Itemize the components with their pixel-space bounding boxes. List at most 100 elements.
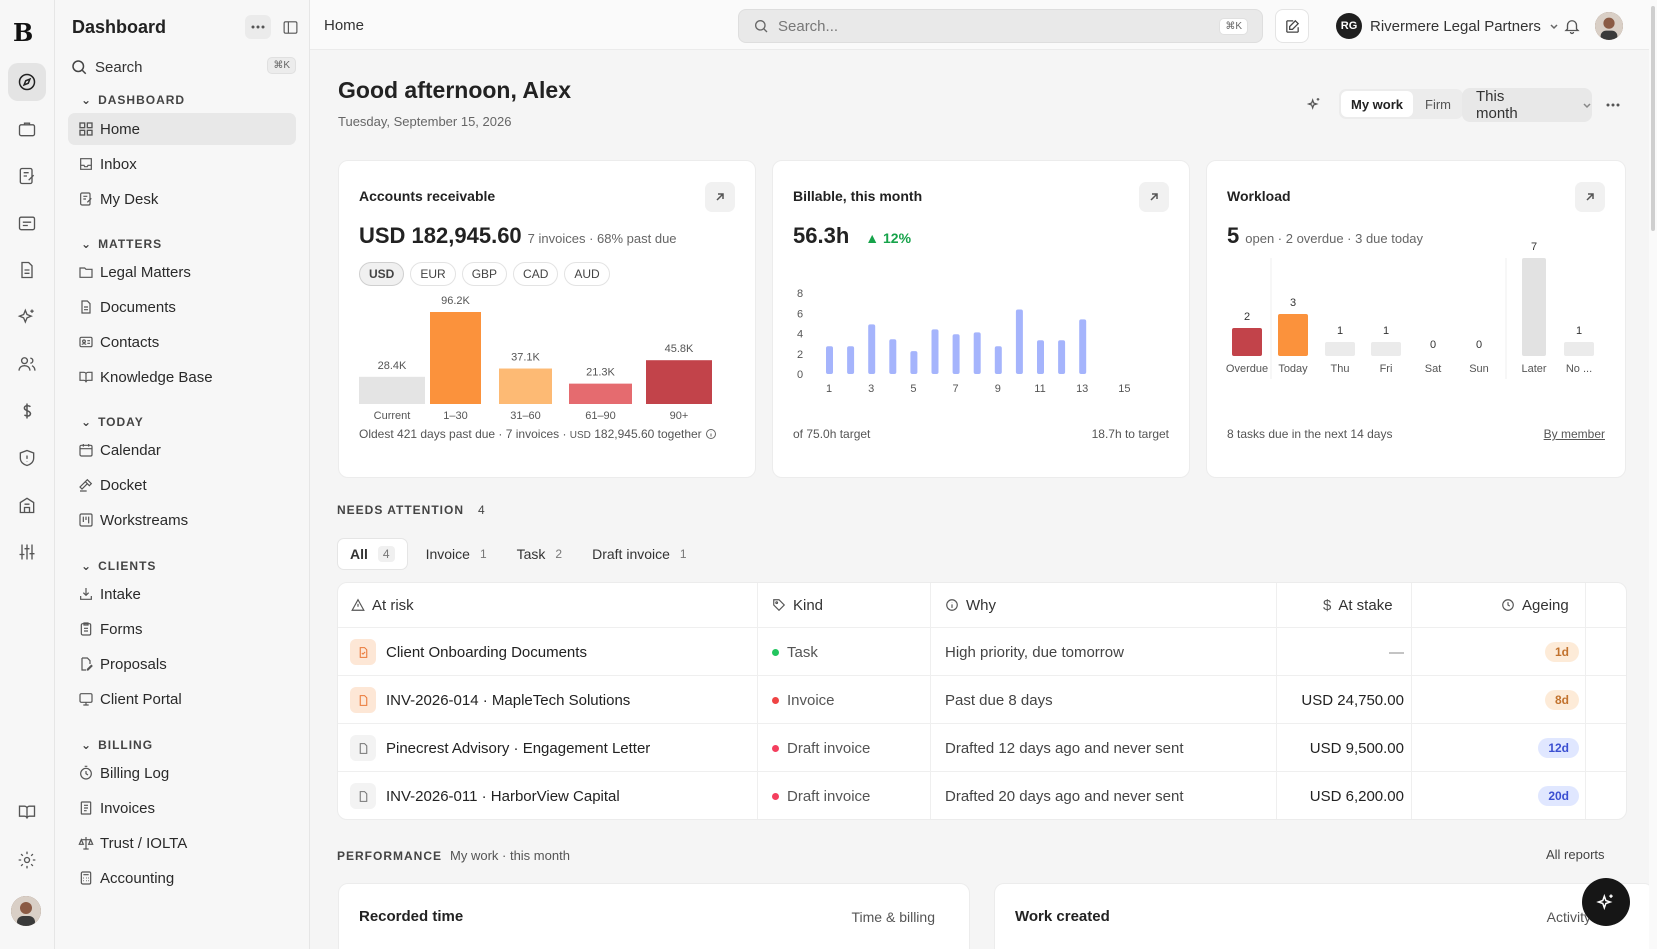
sidebar-item-docket[interactable]: Docket — [68, 469, 296, 501]
open-external-icon[interactable] — [1575, 182, 1605, 212]
billable-bar[interactable] — [994, 346, 1002, 374]
info-icon[interactable] — [705, 428, 717, 440]
sidebar-item-knowledge-base[interactable]: Knowledge Base — [68, 361, 296, 393]
sidebar-item-accounting[interactable]: Accounting — [68, 862, 296, 894]
workload-bar[interactable] — [1325, 342, 1355, 356]
ar-bar[interactable] — [430, 312, 481, 404]
sidebar-item-workstreams[interactable]: Workstreams — [68, 504, 296, 536]
scrollbar[interactable] — [1649, 0, 1657, 949]
sidebar-item-invoices[interactable]: Invoices — [68, 792, 296, 824]
compose-button[interactable] — [1275, 9, 1309, 43]
billable-bar[interactable] — [889, 339, 897, 374]
column-header-at-stake[interactable]: $ At stake — [1323, 583, 1393, 627]
more-icon[interactable] — [1599, 92, 1627, 118]
workload-bar[interactable] — [1522, 258, 1546, 356]
table-row[interactable]: INV-2026-014 · MapleTech Solutions Invoic… — [338, 675, 1626, 724]
tab-draft-invoice[interactable]: Draft invoice 1 — [580, 538, 699, 570]
billable-bar[interactable] — [973, 332, 981, 374]
search-input[interactable]: Search... — [778, 17, 839, 35]
section-dashboard[interactable]: ⌄ DASHBOARD — [81, 93, 185, 107]
workload-bar[interactable] — [1232, 328, 1262, 356]
table-row[interactable]: INV-2026-011 · HarborView Capital Draft i… — [338, 771, 1626, 819]
section-matters[interactable]: ⌄ MATTERS — [81, 237, 162, 251]
briefcase-icon[interactable] — [8, 110, 46, 148]
sidebar-toggle-icon[interactable] — [277, 15, 303, 39]
sidebar-item-calendar[interactable]: Calendar — [68, 434, 296, 466]
sidebar-item-proposals[interactable]: Proposals — [68, 648, 296, 680]
sidebar-item-contacts[interactable]: Contacts — [68, 326, 296, 358]
currency-chip-aud[interactable]: AUD — [564, 262, 610, 286]
time-billing-link[interactable]: Time & billing — [851, 909, 935, 925]
currency-chip-usd[interactable]: USD — [359, 262, 405, 286]
period-select[interactable]: This month — [1462, 88, 1592, 122]
table-row[interactable]: Client Onboarding Documents Task High prio… — [338, 627, 1626, 676]
shield-icon[interactable] — [8, 439, 46, 477]
org-switcher[interactable]: RG Rivermere Legal Partners — [1336, 11, 1559, 41]
open-external-icon[interactable] — [1139, 182, 1169, 212]
by-member-link[interactable]: By member — [1543, 427, 1605, 441]
workload-bar[interactable] — [1564, 342, 1594, 356]
global-search[interactable]: Search... ⌘K — [738, 9, 1263, 43]
user-avatar[interactable] — [1595, 12, 1623, 40]
users-icon[interactable] — [8, 345, 46, 383]
billable-bar[interactable] — [952, 334, 960, 374]
billable-bar[interactable] — [1015, 309, 1023, 374]
section-billing[interactable]: ⌄ BILLING — [81, 738, 153, 752]
sidebar-item-intake[interactable]: Intake — [68, 578, 296, 610]
section-today[interactable]: ⌄ TODAY — [81, 415, 144, 429]
sliders-icon[interactable] — [8, 533, 46, 571]
table-row[interactable]: Pinecrest Advisory · Engagement Letter Dr… — [338, 723, 1626, 772]
billable-bar[interactable] — [1079, 319, 1087, 374]
scope-firm[interactable]: Firm — [1425, 97, 1452, 112]
user-avatar[interactable] — [11, 896, 41, 926]
sparkles-icon[interactable] — [8, 298, 46, 336]
document-icon[interactable] — [8, 251, 46, 289]
breadcrumb[interactable]: Home — [324, 17, 365, 34]
bell-icon[interactable] — [1560, 14, 1584, 38]
scope-my-work[interactable]: My work — [1341, 91, 1414, 117]
app-logo[interactable]: B — [13, 18, 34, 47]
column-header-why[interactable]: Why — [945, 583, 996, 627]
ar-bar[interactable] — [646, 360, 712, 404]
workload-bar[interactable] — [1371, 342, 1401, 356]
billable-bar[interactable] — [868, 324, 876, 374]
row-title-cell[interactable]: INV-2026-011 · HarborView Capital — [350, 772, 620, 819]
open-external-icon[interactable] — [705, 182, 735, 212]
row-title-cell[interactable]: Client Onboarding Documents — [350, 628, 587, 676]
assistant-button[interactable] — [1582, 878, 1630, 926]
currency-chip-cad[interactable]: CAD — [513, 262, 559, 286]
column-header-ageing[interactable]: Ageing — [1501, 583, 1569, 627]
sidebar-item-my-desk[interactable]: My Desk — [68, 183, 296, 215]
sidebar-item-trust[interactable]: Trust / IOLTA — [68, 827, 296, 859]
sidebar-item-documents[interactable]: Documents — [68, 291, 296, 323]
dollar-icon[interactable] — [8, 392, 46, 430]
compass-icon[interactable] — [8, 63, 46, 101]
ar-bar[interactable] — [359, 376, 425, 404]
all-reports-link[interactable]: All reports — [1546, 847, 1605, 862]
sidebar-item-client-portal[interactable]: Client Portal — [68, 683, 296, 715]
scrollbar-thumb[interactable] — [1651, 6, 1655, 231]
folder-icon[interactable] — [8, 204, 46, 242]
currency-chip-gbp[interactable]: GBP — [461, 262, 508, 286]
billable-bar[interactable] — [826, 346, 833, 374]
tab-task[interactable]: Task 2 — [505, 538, 574, 570]
billable-bar[interactable] — [1037, 340, 1044, 374]
sidebar-item-billing-log[interactable]: Billing Log — [68, 757, 296, 789]
workload-bar[interactable] — [1278, 314, 1308, 356]
edit-doc-icon[interactable] — [8, 157, 46, 195]
building-icon[interactable] — [8, 486, 46, 524]
book-icon[interactable] — [8, 793, 46, 831]
gear-icon[interactable] — [8, 841, 46, 879]
ar-bar[interactable] — [499, 368, 552, 404]
column-header-at-risk[interactable]: At risk — [351, 583, 414, 627]
tab-all[interactable]: All 4 — [337, 538, 408, 570]
billable-bar[interactable] — [847, 346, 855, 374]
activity-link[interactable]: Activity — [1546, 909, 1591, 925]
billable-bar[interactable] — [1058, 340, 1066, 374]
row-title-cell[interactable]: Pinecrest Advisory · Engagement Letter — [350, 724, 650, 772]
ar-bar[interactable] — [569, 383, 632, 404]
row-title-cell[interactable]: INV-2026-014 · MapleTech Solutions — [350, 676, 630, 724]
sidebar-search[interactable]: Search ⌘K — [70, 54, 296, 80]
sidebar-item-home[interactable]: Home — [68, 113, 296, 145]
sidebar-item-legal-matters[interactable]: Legal Matters — [68, 256, 296, 288]
